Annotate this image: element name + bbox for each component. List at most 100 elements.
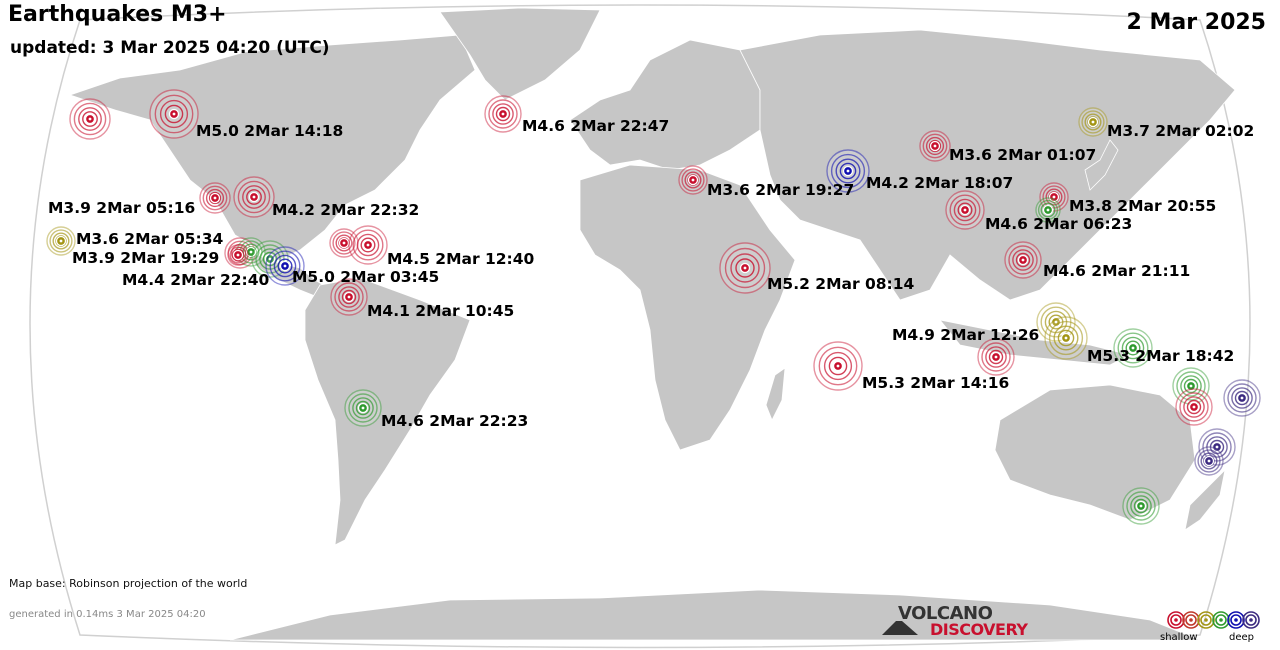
quake-label: M5.0 2Mar 14:18: [196, 122, 343, 140]
quake-ring: [488, 99, 518, 129]
quake-epicenter-dot: [1091, 120, 1095, 124]
legend-ring: [1197, 611, 1215, 629]
quake-ring: [202, 185, 228, 211]
quake-ring: [1180, 375, 1202, 397]
north-america: [68, 34, 476, 263]
quake-epicenter-dot: [1054, 320, 1058, 324]
legend-ring: [1200, 614, 1212, 626]
legend-dot: [1249, 618, 1253, 622]
logo-line-2: DISCOVERY: [930, 620, 1028, 639]
quake-ring: [269, 250, 301, 282]
quake-marker[interactable]: [919, 130, 951, 162]
quake-marker[interactable]: [977, 338, 1015, 376]
quake-marker[interactable]: [1194, 446, 1224, 476]
quake-label: M5.0 2Mar 03:45: [292, 268, 439, 286]
map-date: 2 Mar 2025: [1126, 10, 1266, 35]
volcano-discovery-logo[interactable]: VOLCANO DISCOVERY: [880, 603, 1040, 639]
volcano-icon: [882, 621, 918, 635]
quake-ring: [332, 231, 356, 255]
quake-marker[interactable]: [719, 242, 771, 294]
quake-marker[interactable]: [46, 226, 76, 256]
quake-marker[interactable]: [69, 98, 111, 140]
quake-epicenter-dot: [691, 178, 695, 182]
quake-ring: [1197, 449, 1221, 473]
quake-ring: [341, 289, 357, 305]
legend-dot: [1174, 618, 1178, 622]
quake-marker[interactable]: [1113, 328, 1153, 368]
quake-epicenter-dot: [501, 112, 505, 116]
quake-marker[interactable]: [330, 278, 368, 316]
quake-ring: [335, 234, 353, 252]
quake-marker[interactable]: [826, 149, 870, 193]
quake-marker[interactable]: [1044, 316, 1088, 360]
quake-epicenter-dot: [213, 196, 217, 200]
quake-ring: [73, 102, 107, 136]
quake-marker[interactable]: [1035, 197, 1061, 223]
quake-ring: [348, 393, 378, 423]
quake-label: M4.4 2Mar 22:40: [122, 271, 270, 289]
quake-epicenter-dot: [347, 295, 351, 299]
quake-label: M4.2 2Mar 18:07: [866, 174, 1013, 192]
quake-markers: M5.0 2Mar 14:18 M4.6 2Mar 22:47 M3.7 2Mar …: [46, 89, 1261, 525]
quake-ring: [1048, 320, 1084, 356]
quake-label: M3.9 2Mar 19:29: [72, 249, 219, 267]
quake-ring: [355, 400, 371, 416]
quake-ring: [352, 229, 384, 261]
quake-epicenter-dot: [1189, 384, 1193, 388]
quake-marker[interactable]: [1004, 241, 1042, 279]
quake-marker[interactable]: [265, 246, 305, 286]
quake-ring: [273, 254, 297, 278]
quake-ring: [231, 248, 245, 262]
quake-ring: [1206, 436, 1228, 458]
quake-label: M3.6 2Mar 01:07: [949, 146, 1096, 164]
quake-marker[interactable]: [1078, 107, 1108, 137]
quake-ring: [1231, 387, 1253, 409]
quake-epicenter-dot: [236, 253, 240, 257]
legend-ring: [1227, 611, 1245, 629]
quake-marker[interactable]: [813, 341, 863, 391]
quake-ring: [1040, 202, 1056, 218]
asia: [739, 29, 1236, 301]
africa: [579, 164, 796, 451]
antarctica: [229, 589, 1201, 641]
quake-ring: [988, 349, 1004, 365]
quake-marker[interactable]: [1122, 487, 1160, 525]
quake-epicenter-dot: [172, 112, 176, 116]
quake-marker[interactable]: [1223, 379, 1261, 417]
quake-ring: [78, 107, 102, 131]
quake-epicenter-dot: [743, 266, 747, 270]
quake-marker[interactable]: [484, 95, 522, 133]
quake-marker[interactable]: [344, 389, 382, 427]
quake-epicenter-dot: [846, 169, 850, 173]
quake-ring: [1126, 491, 1156, 521]
quake-marker[interactable]: [199, 182, 231, 214]
quake-marker[interactable]: [227, 244, 249, 266]
quake-epicenter-dot: [1046, 208, 1050, 212]
legend-ring: [1242, 611, 1260, 629]
quake-ring: [953, 198, 977, 222]
quake-ring: [823, 351, 853, 381]
generated-note: generated in 0.14ms 3 Mar 2025 04:20: [9, 609, 206, 620]
quake-marker[interactable]: [329, 228, 359, 258]
quake-ring: [208, 191, 222, 205]
quake-marker[interactable]: [348, 225, 388, 265]
quake-ring: [49, 229, 73, 253]
legend-ring: [1170, 614, 1182, 626]
quake-ring: [237, 180, 271, 214]
quake-ring: [164, 104, 184, 124]
quake-marker[interactable]: [678, 165, 708, 195]
quake-marker[interactable]: [1175, 388, 1213, 426]
quake-epicenter-dot: [1131, 346, 1135, 350]
quake-ring: [681, 168, 705, 192]
quake-marker[interactable]: [945, 190, 985, 230]
quake-ring: [1008, 245, 1038, 275]
quake-epicenter-dot: [268, 257, 272, 261]
legend-ring: [1167, 611, 1185, 629]
quake-marker[interactable]: [233, 176, 275, 218]
legend-ring: [1215, 614, 1227, 626]
quake-marker[interactable]: [149, 89, 199, 139]
quake-ring: [1045, 188, 1063, 206]
quake-ring: [154, 94, 194, 134]
legend-ring: [1212, 611, 1230, 629]
